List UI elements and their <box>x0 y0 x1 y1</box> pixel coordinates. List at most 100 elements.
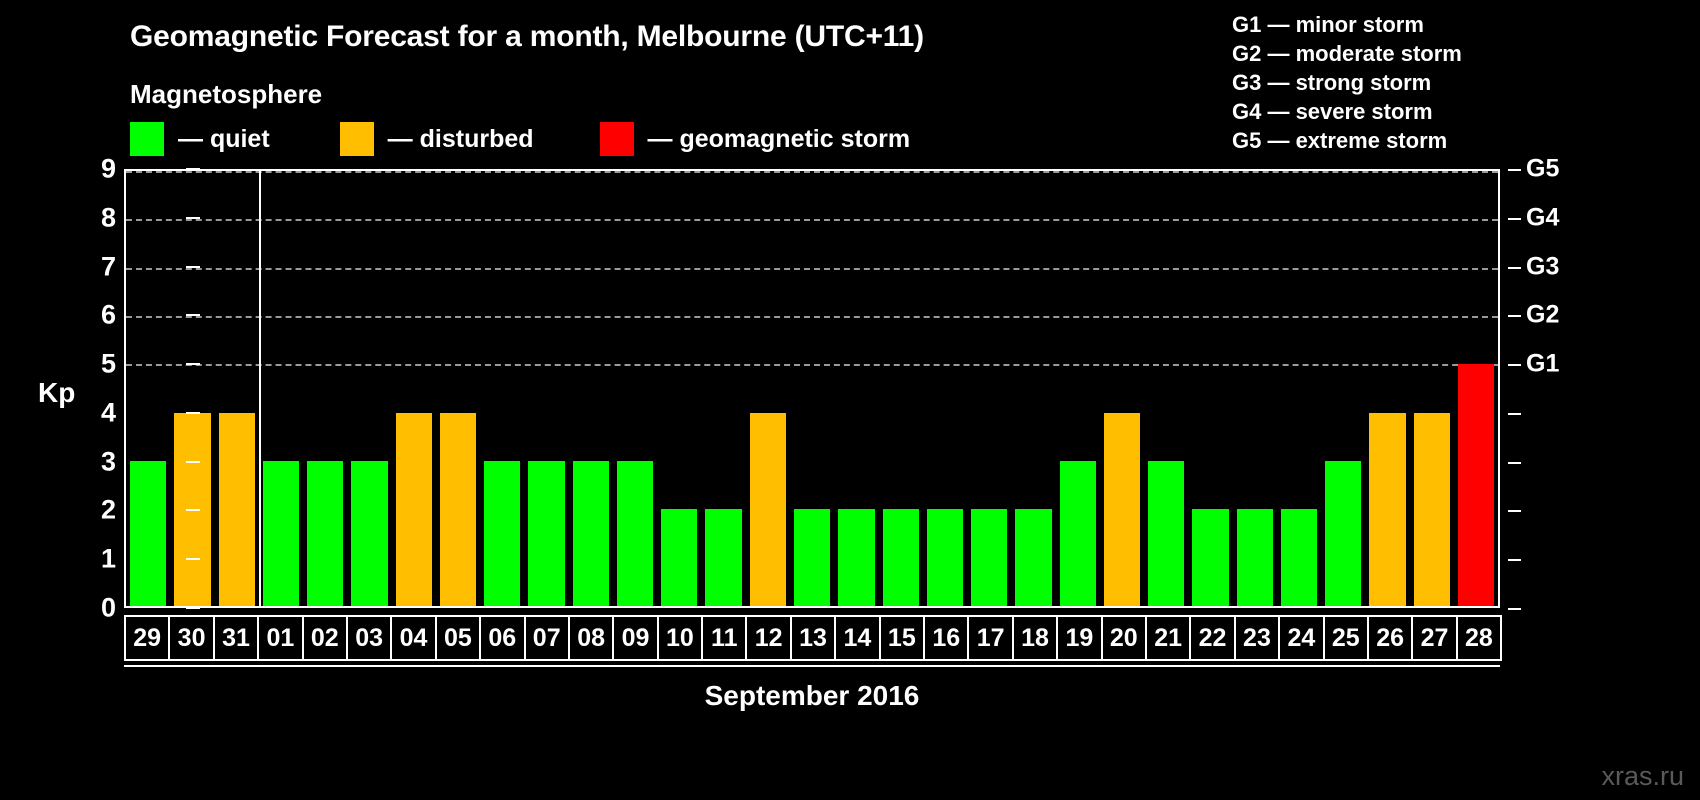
bar-day-23[interactable] <box>1236 509 1273 606</box>
day-label-12[interactable]: 12 <box>745 615 792 661</box>
g-tick-label-G2: G2 <box>1526 300 1560 329</box>
day-label-26[interactable]: 26 <box>1366 615 1414 661</box>
bar-day-01[interactable] <box>262 461 300 606</box>
day-label-06[interactable]: 06 <box>479 615 526 661</box>
bar-day-26[interactable] <box>1369 412 1406 606</box>
day-label-24[interactable]: 24 <box>1278 615 1325 661</box>
bar-slot <box>569 171 613 606</box>
g-tick-mark-minor <box>1508 608 1521 610</box>
day-label-21[interactable]: 21 <box>1144 615 1192 661</box>
day-label-13[interactable]: 13 <box>789 615 837 661</box>
y-tick-mark <box>186 460 200 463</box>
bar-day-27[interactable] <box>1413 412 1450 606</box>
day-label-25[interactable]: 25 <box>1322 615 1369 661</box>
day-label-23[interactable]: 23 <box>1233 615 1281 661</box>
g-tick-label-G4: G4 <box>1526 203 1560 232</box>
day-axis: 29 30 31 01 02 03 04 05 06 07 08 09 10 11 12 13 14 15 16 17… <box>124 615 1503 661</box>
y-tick-label-8: 8 <box>100 202 116 233</box>
day-label-27[interactable]: 27 <box>1411 615 1458 661</box>
bar-slot <box>436 171 480 606</box>
bar-day-04[interactable] <box>395 412 432 606</box>
bar-slot <box>1011 171 1055 606</box>
bar-day-08[interactable] <box>572 461 609 606</box>
bar-day-02[interactable] <box>307 461 344 606</box>
day-label-16[interactable]: 16 <box>923 615 970 661</box>
g-tick-mark-minor <box>1508 559 1521 562</box>
bar-slot <box>613 171 657 606</box>
day-label-07[interactable]: 07 <box>523 615 570 661</box>
g-tick-label-G1: G1 <box>1526 349 1560 378</box>
day-label-30[interactable]: 30 <box>168 615 215 661</box>
bar-day-25[interactable] <box>1325 461 1362 606</box>
g-tick-mark-minor <box>1508 461 1521 464</box>
bar-day-07[interactable] <box>528 461 565 606</box>
bar-day-15[interactable] <box>882 509 919 606</box>
g-scale-legend-line: G5 — extreme storm <box>1232 128 1448 153</box>
y-tick-label-2: 2 <box>100 494 116 525</box>
y-tick-label-9: 9 <box>100 153 116 184</box>
bar-day-14[interactable] <box>838 509 875 606</box>
day-label-05[interactable]: 05 <box>434 615 482 661</box>
bar-slot <box>746 171 790 606</box>
bar-slot <box>347 171 391 606</box>
bar-slot <box>1277 171 1321 606</box>
y-tick-label-1: 1 <box>100 543 116 574</box>
bar-day-10[interactable] <box>661 509 698 606</box>
bar-day-22[interactable] <box>1192 509 1229 606</box>
bar-day-12[interactable] <box>749 412 786 606</box>
bar-day-09[interactable] <box>616 461 654 606</box>
g-tick-label-G3: G3 <box>1526 252 1560 281</box>
day-label-15[interactable]: 15 <box>878 615 926 661</box>
day-label-20[interactable]: 20 <box>1100 615 1147 661</box>
g-scale-legend: G1 — minor storm G2 — moderate storm G3 — … <box>1232 10 1462 155</box>
y-tick-mark <box>186 558 200 561</box>
page-title: Geomagnetic Forecast for a month, Melbou… <box>130 20 924 53</box>
bar-slot <box>657 171 701 606</box>
day-label-03[interactable]: 03 <box>345 615 393 661</box>
day-label-02[interactable]: 02 <box>301 615 348 661</box>
day-label-14[interactable]: 14 <box>834 615 881 661</box>
legend-swatch-storm-icon <box>599 122 634 156</box>
day-label-08[interactable]: 08 <box>567 615 615 661</box>
day-label-19[interactable]: 19 <box>1056 615 1103 661</box>
y-tick-mark <box>186 607 200 609</box>
day-label-01[interactable]: 01 <box>257 615 304 661</box>
bar-day-05[interactable] <box>439 412 477 606</box>
bar-day-30[interactable] <box>174 412 211 606</box>
gridline <box>126 315 1498 318</box>
legend-label-storm: — geomagnetic storm <box>647 124 911 153</box>
day-label-29[interactable]: 29 <box>124 615 171 661</box>
bar-day-11[interactable] <box>705 509 742 606</box>
bar-day-13[interactable] <box>793 509 831 606</box>
bar-day-17[interactable] <box>971 509 1008 606</box>
bar-day-24[interactable] <box>1280 509 1318 606</box>
day-label-18[interactable]: 18 <box>1011 615 1059 661</box>
bar-day-20[interactable] <box>1103 412 1141 606</box>
day-label-31[interactable]: 31 <box>212 615 260 661</box>
day-label-17[interactable]: 17 <box>967 615 1014 661</box>
bar-day-18[interactable] <box>1015 509 1052 606</box>
bar-day-21[interactable] <box>1148 461 1185 606</box>
bar-slot <box>303 171 347 606</box>
bar-day-19[interactable] <box>1059 461 1096 606</box>
bar-day-06[interactable] <box>484 461 521 606</box>
day-label-11[interactable]: 11 <box>701 615 748 661</box>
g-tick-label-G5: G5 <box>1526 154 1560 183</box>
gridline <box>126 219 1498 222</box>
day-label-10[interactable]: 10 <box>656 615 704 661</box>
bar-day-29[interactable] <box>129 461 167 606</box>
bar-slot <box>701 171 745 606</box>
day-label-04[interactable]: 04 <box>390 615 437 661</box>
day-label-09[interactable]: 09 <box>612 615 659 661</box>
bar-slot <box>524 171 568 606</box>
day-label-28[interactable]: 28 <box>1455 615 1503 661</box>
bar-day-28[interactable] <box>1457 364 1495 606</box>
bar-day-03[interactable] <box>351 461 388 606</box>
bar-day-31[interactable] <box>218 412 255 606</box>
bar-slot <box>170 171 214 606</box>
g-tick-mark <box>1508 266 1521 269</box>
day-label-22[interactable]: 22 <box>1189 615 1236 661</box>
bar-day-16[interactable] <box>926 509 964 606</box>
g-tick-mark <box>1508 217 1521 220</box>
legend-swatch-quiet-icon <box>130 122 164 156</box>
